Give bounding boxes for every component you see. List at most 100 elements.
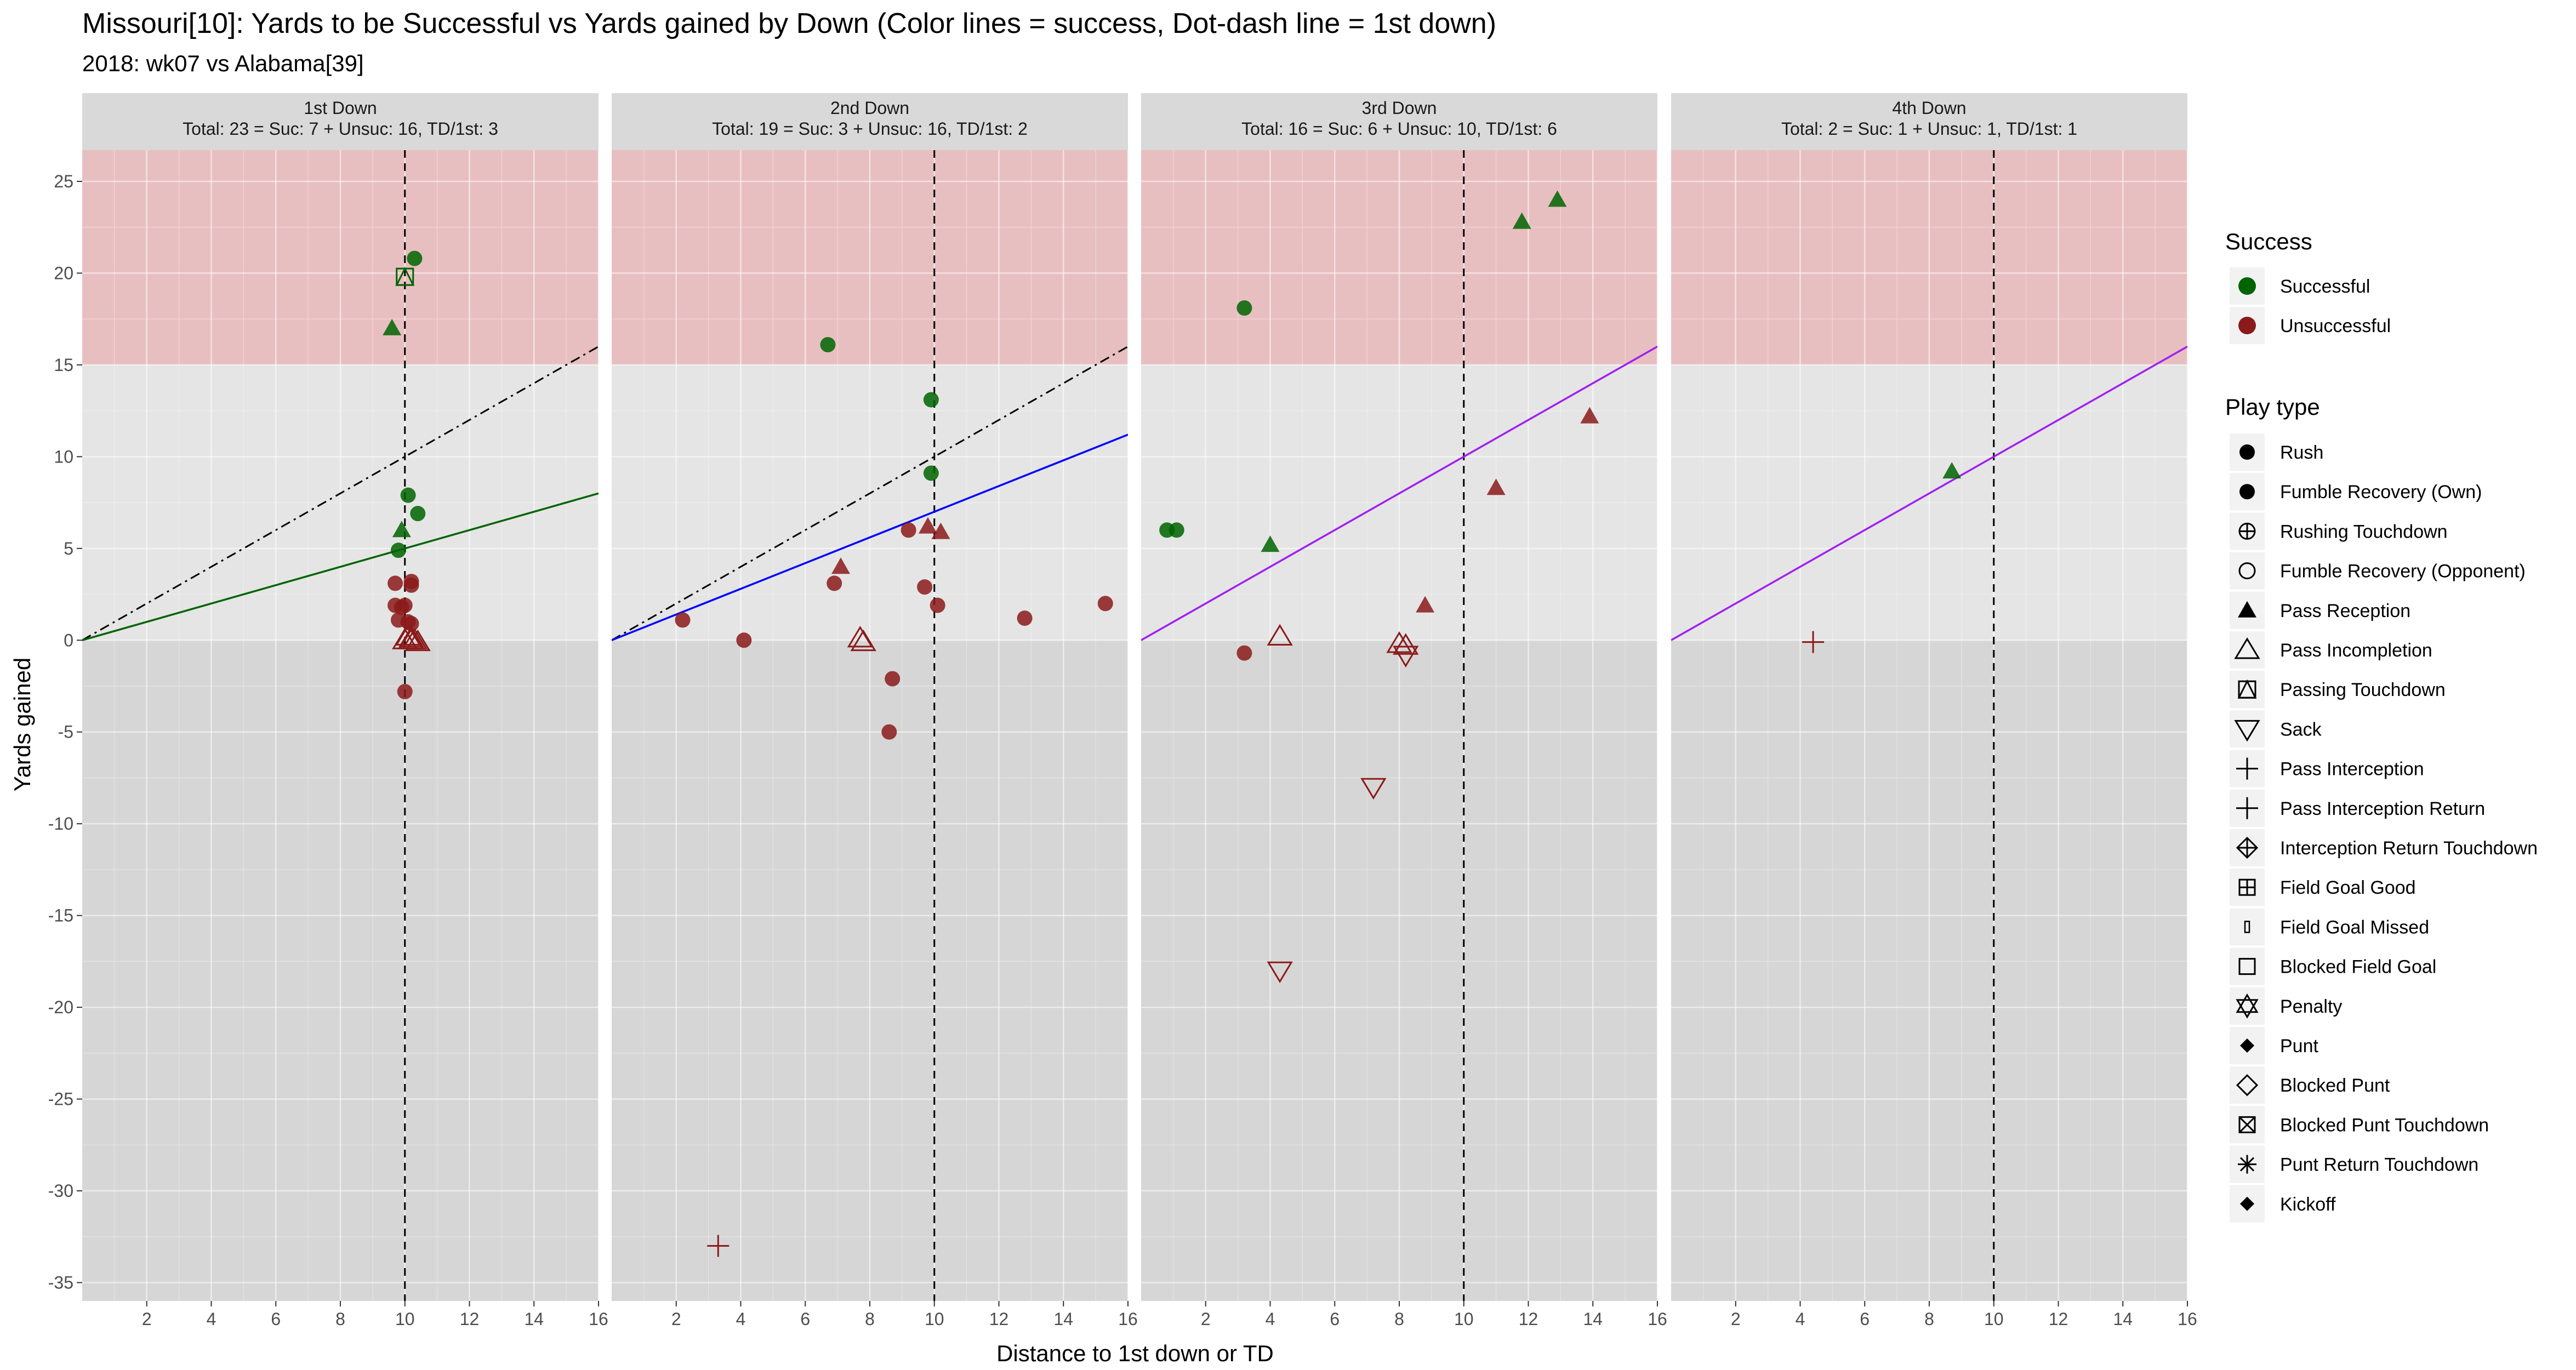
x-tick-label: 6 bbox=[271, 1309, 281, 1329]
data-point-rush bbox=[885, 671, 901, 687]
legend-key-bg bbox=[2230, 710, 2265, 748]
data-point-rush bbox=[675, 612, 691, 628]
legend-label: Punt bbox=[2280, 1036, 2318, 1057]
legend-label: Rushing Touchdown bbox=[2280, 521, 2448, 542]
data-point-pass-incompletion bbox=[1393, 633, 1419, 655]
facet-strip-bg bbox=[1141, 93, 1657, 150]
y-tick-label: -35 bbox=[48, 1273, 73, 1293]
legend: Success Successful Unsuccessful Play type Ru… bbox=[2225, 229, 2538, 1223]
legend-key-punt-return-touchdown bbox=[2238, 1155, 2256, 1174]
data-point-sack bbox=[1360, 778, 1387, 800]
data-point-pass-reception bbox=[1548, 190, 1567, 207]
facet-strip-label: 3rd Down bbox=[1362, 98, 1437, 118]
x-tick-label: 4 bbox=[1796, 1309, 1805, 1329]
legend-key-bg bbox=[2230, 671, 2265, 709]
data-point-passing-touchdown bbox=[395, 266, 415, 286]
y-tick-label: -15 bbox=[48, 906, 73, 926]
y-tick-label: -30 bbox=[48, 1181, 73, 1201]
data-point-rush bbox=[390, 543, 406, 558]
legend-label: Field Goal Missed bbox=[2280, 917, 2429, 938]
y-tick-label: 25 bbox=[54, 172, 73, 191]
success-threshold-line bbox=[82, 492, 599, 641]
data-point-pass-reception bbox=[1942, 462, 1962, 479]
x-tick-label: 6 bbox=[1330, 1309, 1340, 1329]
data-point-pass-reception bbox=[1486, 478, 1506, 495]
x-tick-label: 16 bbox=[1648, 1309, 1667, 1329]
legend-key-blocked-field-goal bbox=[2238, 958, 2256, 975]
legend-key-fumble-recovery-opponent bbox=[2238, 562, 2256, 580]
x-tick-label: 14 bbox=[1053, 1309, 1073, 1329]
legend-label: Pass Incompletion bbox=[2280, 640, 2432, 661]
data-point-pass-incompletion bbox=[1386, 631, 1412, 653]
data-point-rush bbox=[403, 577, 419, 593]
legend-key-bg bbox=[2230, 631, 2265, 669]
x-tick-label: 8 bbox=[335, 1309, 345, 1329]
facet-strip-label: Total: 19 = Suc: 3 + Unsuc: 16, TD/1st: … bbox=[712, 119, 1028, 139]
data-point-pass-reception bbox=[918, 517, 937, 534]
data-point-rush bbox=[881, 724, 897, 740]
legend-key-bg bbox=[2230, 1066, 2265, 1104]
data-point-rush bbox=[1097, 596, 1113, 612]
x-tick-label: 16 bbox=[2178, 1309, 2197, 1329]
legend-key-bg bbox=[2230, 908, 2265, 946]
data-point-pass-incompletion bbox=[847, 625, 873, 648]
x-tick-label: 6 bbox=[800, 1309, 810, 1329]
x-tick-label: 2 bbox=[142, 1309, 152, 1329]
data-point-rush bbox=[410, 506, 426, 522]
legend-label: Kickoff bbox=[2280, 1194, 2336, 1215]
legend-label: Pass Interception bbox=[2280, 759, 2424, 780]
data-point-pass-reception bbox=[1580, 407, 1599, 424]
x-tick-label: 6 bbox=[1860, 1309, 1870, 1329]
chart-title: Missouri[10]: Yards to be Successful vs … bbox=[82, 8, 1496, 39]
legend-label: Passing Touchdown bbox=[2280, 680, 2446, 700]
x-tick-label: 12 bbox=[2049, 1309, 2068, 1329]
data-point-rush bbox=[901, 522, 916, 538]
data-point-pass-incompletion bbox=[1267, 624, 1293, 646]
data-point-rush bbox=[1169, 522, 1184, 538]
facet-strip-bg bbox=[1671, 93, 2187, 150]
success-threshold-line bbox=[1671, 345, 2187, 641]
data-point-pass-reception bbox=[831, 557, 851, 574]
x-tick-label: 16 bbox=[1118, 1309, 1138, 1329]
legend-key-sack bbox=[2234, 720, 2260, 742]
y-tick-label: -10 bbox=[48, 814, 73, 834]
legend-label: Pass Interception Return bbox=[2280, 798, 2485, 819]
legend-label: Blocked Punt bbox=[2280, 1075, 2390, 1096]
data-points bbox=[383, 250, 431, 700]
y-tick-label: -5 bbox=[58, 722, 73, 742]
x-tick-label: 10 bbox=[1454, 1309, 1474, 1329]
y-tick-label: 0 bbox=[64, 630, 73, 650]
data-point-pass-reception bbox=[1416, 596, 1435, 613]
legend-title-success: Success bbox=[2225, 229, 2312, 254]
legend-title-play-type: Play type bbox=[2225, 394, 2320, 420]
data-point-rush bbox=[397, 597, 413, 613]
facet-strip-bg bbox=[82, 93, 599, 150]
x-tick-label: 10 bbox=[395, 1309, 415, 1329]
legend-key-blocked-punt-touchdown bbox=[2238, 1116, 2256, 1133]
gridlines bbox=[1141, 150, 1659, 1301]
first-down-dotdash-line bbox=[612, 346, 1128, 641]
legend-key-kickoff bbox=[2240, 1196, 2254, 1211]
legend-label: Punt Return Touchdown bbox=[2280, 1155, 2478, 1175]
legend-key-rush bbox=[2239, 444, 2255, 460]
gridlines bbox=[612, 150, 1129, 1301]
gridlines bbox=[1671, 150, 2189, 1301]
facet-strip-label: Total: 23 = Suc: 7 + Unsuc: 16, TD/1st: … bbox=[183, 119, 498, 139]
data-points bbox=[1802, 462, 1962, 653]
data-point-rush bbox=[400, 487, 416, 503]
x-tick-label: 12 bbox=[989, 1309, 1009, 1329]
data-point-pass-reception bbox=[392, 521, 411, 538]
x-tick-label: 14 bbox=[1583, 1309, 1603, 1329]
data-point-rush bbox=[407, 250, 423, 266]
x-tick-label: 10 bbox=[925, 1309, 944, 1329]
data-point-rush bbox=[736, 632, 752, 648]
legend-label: Interception Return Touchdown bbox=[2280, 838, 2538, 859]
x-tick-label: 8 bbox=[1924, 1309, 1934, 1329]
legend-label: Field Goal Good bbox=[2280, 877, 2416, 898]
data-point-pass-reception bbox=[1261, 535, 1280, 552]
data-point-sack bbox=[1393, 646, 1419, 667]
legend-key-rushing-touchdown bbox=[2238, 522, 2256, 540]
